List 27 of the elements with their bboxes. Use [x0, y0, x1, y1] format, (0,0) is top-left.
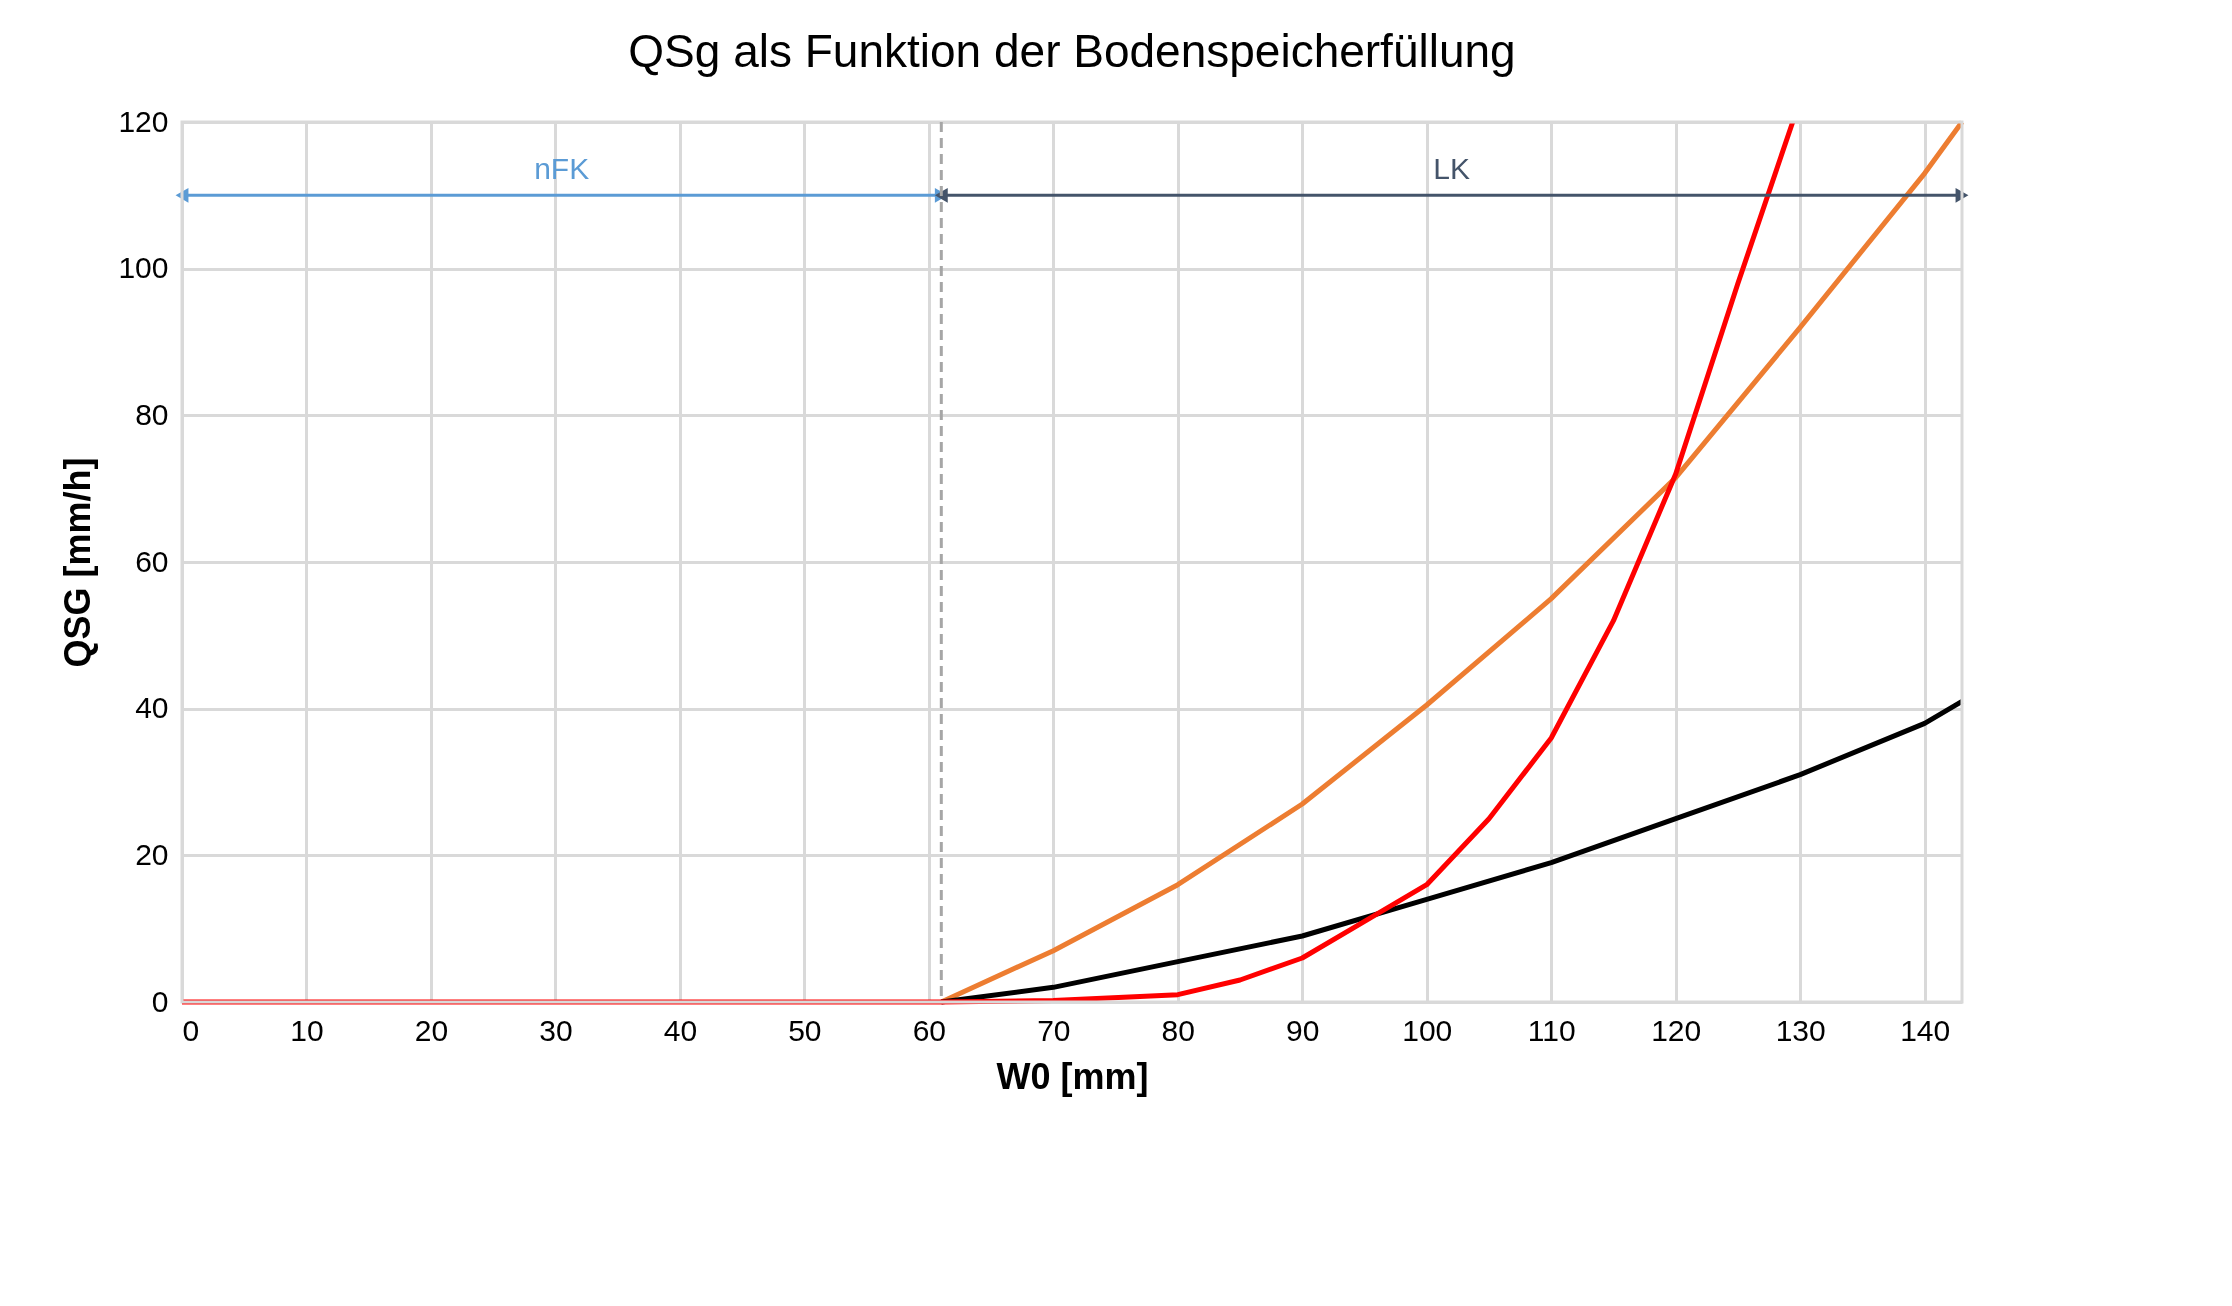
x-tick-label: 50 — [788, 1013, 822, 1047]
chart-title: QSg als Funktion der Bodenspeicherfüllung — [628, 25, 1516, 77]
y-tick-label: 120 — [118, 104, 169, 138]
x-tick-label: 120 — [1651, 1013, 1702, 1047]
y-tick-label: 0 — [151, 984, 169, 1018]
y-tick-label: 60 — [135, 544, 169, 578]
x-tick-label: 70 — [1037, 1013, 1071, 1047]
x-tick-label: 60 — [912, 1013, 947, 1047]
y-axis-title: QSG [mm/h] — [57, 457, 99, 668]
x-tick-label: 130 — [1775, 1013, 1826, 1047]
y-tick-label: 80 — [135, 397, 169, 431]
y-tick-label: 40 — [135, 691, 169, 725]
x-axis-title: W0 [mm] — [996, 1055, 1149, 1097]
x-tick-label: 10 — [290, 1013, 324, 1047]
x-tick-label: 100 — [1402, 1013, 1453, 1047]
y-tick-label: 100 — [118, 251, 169, 285]
x-tick-label: 90 — [1286, 1013, 1320, 1047]
series-label: nFK — [534, 152, 590, 186]
x-tick-label: 80 — [1161, 1013, 1195, 1047]
y-tick-label: 20 — [135, 837, 169, 871]
x-tick-label: 30 — [539, 1013, 573, 1047]
x-tick-label: 0 — [182, 1013, 200, 1047]
x-tick-label: 20 — [414, 1013, 449, 1047]
x-tick-label: 110 — [1527, 1013, 1576, 1047]
x-tick-label: 40 — [663, 1013, 698, 1047]
x-tick-label: 140 — [1900, 1013, 1951, 1047]
series-label: LK — [1433, 152, 1470, 186]
